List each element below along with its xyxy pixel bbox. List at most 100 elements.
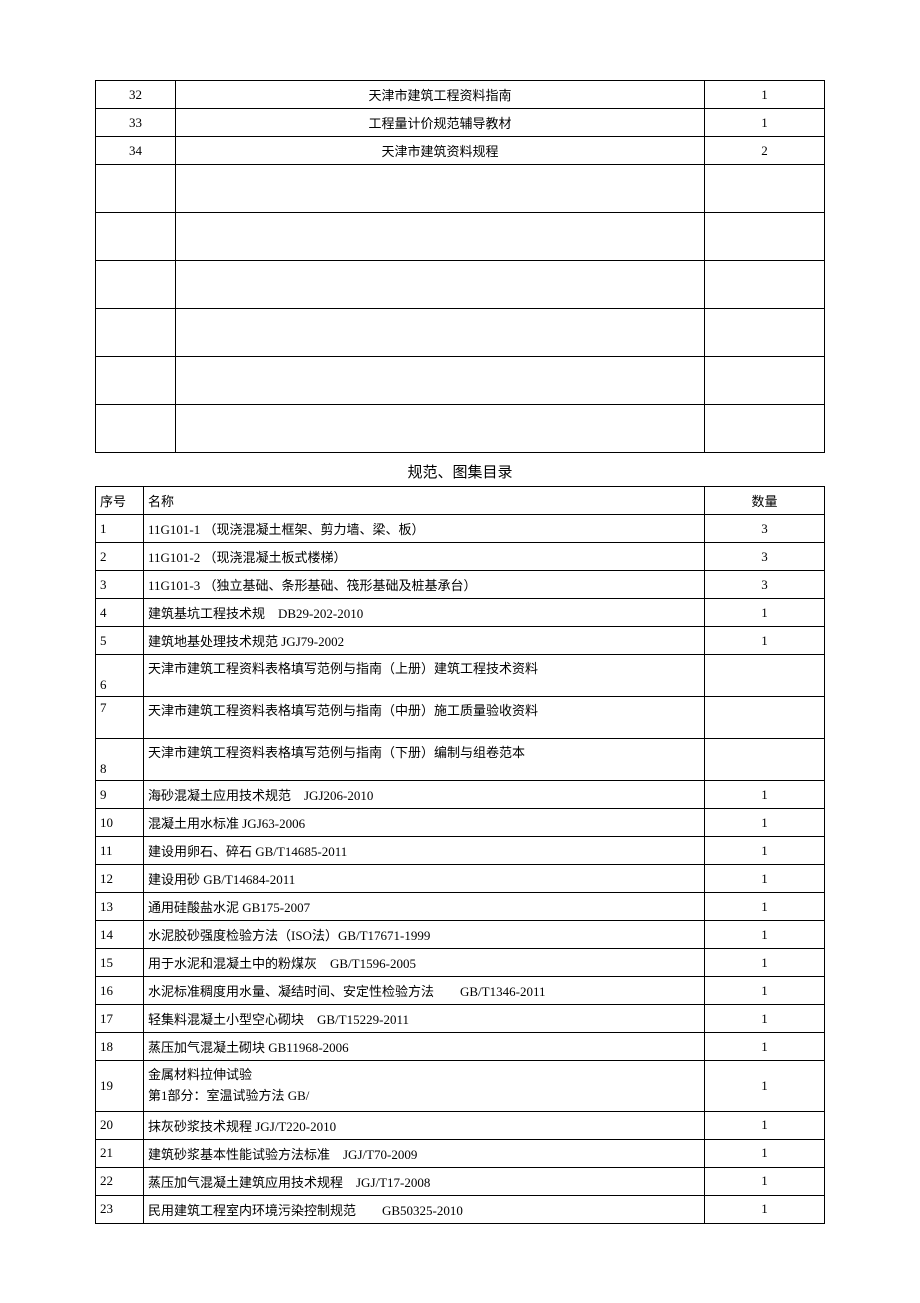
- row-num: 32: [96, 81, 176, 109]
- empty-cell: [176, 309, 705, 357]
- top-table-body: 32天津市建筑工程资料指南133工程量计价规范辅导教材134天津市建筑资料规程2: [96, 81, 825, 453]
- row-num: 1: [96, 515, 144, 543]
- table-row: 111G101-1 （现浇混凝土框架、剪力墙、梁、板）3: [96, 515, 825, 543]
- row-qty: [705, 739, 825, 781]
- row-num: 14: [96, 921, 144, 949]
- empty-cell: [96, 213, 176, 261]
- table-row: 211G101-2 （现浇混凝土板式楼梯）3: [96, 543, 825, 571]
- row-name: 混凝土用水标准 JGJ63-2006: [144, 809, 705, 837]
- row-num: 12: [96, 865, 144, 893]
- empty-cell: [705, 309, 825, 357]
- row-name: 天津市建筑资料规程: [176, 137, 705, 165]
- row-num: 3: [96, 571, 144, 599]
- row-qty: 1: [705, 81, 825, 109]
- row-name: 天津市建筑工程资料指南: [176, 81, 705, 109]
- empty-cell: [96, 405, 176, 453]
- row-qty: 1: [705, 977, 825, 1005]
- table-row: 22蒸压加气混凝土建筑应用技术规程 JGJ/T17-20081: [96, 1167, 825, 1195]
- table-row: 11建设用卵石、碎石 GB/T14685-20111: [96, 837, 825, 865]
- row-name: 11G101-1 （现浇混凝土框架、剪力墙、梁、板）: [144, 515, 705, 543]
- row-qty: 1: [705, 1167, 825, 1195]
- empty-cell: [176, 357, 705, 405]
- table-row: 16水泥标准稠度用水量、凝结时间、安定性检验方法 GB/T1346-20111: [96, 977, 825, 1005]
- empty-row: [96, 261, 825, 309]
- empty-cell: [705, 405, 825, 453]
- row-qty: 1: [705, 893, 825, 921]
- row-name: 建筑砂浆基本性能试验方法标准 JGJ/T70-2009: [144, 1139, 705, 1167]
- row-name: 建设用卵石、碎石 GB/T14685-2011: [144, 837, 705, 865]
- top-table: 32天津市建筑工程资料指南133工程量计价规范辅导教材134天津市建筑资料规程2: [95, 80, 825, 453]
- row-name: 水泥标准稠度用水量、凝结时间、安定性检验方法 GB/T1346-2011: [144, 977, 705, 1005]
- empty-cell: [96, 309, 176, 357]
- row-num: 18: [96, 1033, 144, 1061]
- row-qty: 2: [705, 137, 825, 165]
- row-qty: [705, 655, 825, 697]
- row-num: 20: [96, 1111, 144, 1139]
- row-name: 金属材料拉伸试验第1部分：室温试验方法 GB/: [144, 1061, 705, 1112]
- row-qty: 1: [705, 1061, 825, 1112]
- catalog-table-body: 111G101-1 （现浇混凝土框架、剪力墙、梁、板）3211G101-2 （现…: [96, 515, 825, 1224]
- row-name: 建筑地基处理技术规范 JGJ79-2002: [144, 627, 705, 655]
- empty-cell: [176, 261, 705, 309]
- empty-cell: [96, 165, 176, 213]
- row-num: 8: [96, 739, 144, 781]
- row-name: 通用硅酸盐水泥 GB175-2007: [144, 893, 705, 921]
- row-name: 海砂混凝土应用技术规范 JGJ206-2010: [144, 781, 705, 809]
- row-num: 17: [96, 1005, 144, 1033]
- empty-cell: [705, 213, 825, 261]
- row-num: 15: [96, 949, 144, 977]
- row-name: 天津市建筑工程资料表格填写范例与指南（中册）施工质量验收资料: [144, 697, 705, 739]
- table-row: 6天津市建筑工程资料表格填写范例与指南（上册）建筑工程技术资料: [96, 655, 825, 697]
- catalog-table-head: 序号 名称 数量: [96, 487, 825, 515]
- table-row: 9海砂混凝土应用技术规范 JGJ206-20101: [96, 781, 825, 809]
- row-qty: 1: [705, 109, 825, 137]
- row-num: 11: [96, 837, 144, 865]
- row-name: 天津市建筑工程资料表格填写范例与指南（上册）建筑工程技术资料: [144, 655, 705, 697]
- table-row: 8天津市建筑工程资料表格填写范例与指南（下册）编制与组卷范本: [96, 739, 825, 781]
- empty-row: [96, 165, 825, 213]
- table-row: 12建设用砂 GB/T14684-20111: [96, 865, 825, 893]
- row-qty: 1: [705, 921, 825, 949]
- row-num: 22: [96, 1167, 144, 1195]
- row-qty: 1: [705, 1005, 825, 1033]
- row-qty: 1: [705, 837, 825, 865]
- row-qty: 3: [705, 515, 825, 543]
- row-qty: 1: [705, 599, 825, 627]
- table-row: 311G101-3 （独立基础、条形基础、筏形基础及桩基承台）3: [96, 571, 825, 599]
- row-num: 16: [96, 977, 144, 1005]
- row-qty: 1: [705, 809, 825, 837]
- row-qty: 3: [705, 543, 825, 571]
- row-qty: 1: [705, 949, 825, 977]
- row-qty: 1: [705, 781, 825, 809]
- row-num: 23: [96, 1195, 144, 1223]
- row-num: 4: [96, 599, 144, 627]
- empty-cell: [176, 213, 705, 261]
- table-row: 20抹灰砂浆技术规程 JGJ/T220-20101: [96, 1111, 825, 1139]
- row-name: 用于水泥和混凝土中的粉煤灰 GB/T1596-2005: [144, 949, 705, 977]
- empty-row: [96, 213, 825, 261]
- table-row: 7天津市建筑工程资料表格填写范例与指南（中册）施工质量验收资料: [96, 697, 825, 739]
- row-name: 建设用砂 GB/T14684-2011: [144, 865, 705, 893]
- header-qty: 数量: [705, 487, 825, 515]
- row-qty: 1: [705, 1139, 825, 1167]
- empty-cell: [96, 357, 176, 405]
- table-row: 15用于水泥和混凝土中的粉煤灰 GB/T1596-20051: [96, 949, 825, 977]
- row-name: 水泥胶砂强度检验方法（ISO法）GB/T17671-1999: [144, 921, 705, 949]
- empty-row: [96, 309, 825, 357]
- table-row: 18蒸压加气混凝土砌块 GB11968-20061: [96, 1033, 825, 1061]
- table-row: 33工程量计价规范辅导教材1: [96, 109, 825, 137]
- row-name: 轻集料混凝土小型空心砌块 GB/T15229-2011: [144, 1005, 705, 1033]
- catalog-table: 序号 名称 数量 111G101-1 （现浇混凝土框架、剪力墙、梁、板）3211…: [95, 486, 825, 1224]
- table-row: 14水泥胶砂强度检验方法（ISO法）GB/T17671-19991: [96, 921, 825, 949]
- row-qty: 1: [705, 1195, 825, 1223]
- row-name: 天津市建筑工程资料表格填写范例与指南（下册）编制与组卷范本: [144, 739, 705, 781]
- empty-row: [96, 405, 825, 453]
- row-num: 7: [96, 697, 144, 739]
- row-name: 蒸压加气混凝土砌块 GB11968-2006: [144, 1033, 705, 1061]
- row-name: 工程量计价规范辅导教材: [176, 109, 705, 137]
- row-name: 11G101-3 （独立基础、条形基础、筏形基础及桩基承台）: [144, 571, 705, 599]
- row-qty: [705, 697, 825, 739]
- row-qty: 1: [705, 865, 825, 893]
- row-name: 蒸压加气混凝土建筑应用技术规程 JGJ/T17-2008: [144, 1167, 705, 1195]
- row-num: 34: [96, 137, 176, 165]
